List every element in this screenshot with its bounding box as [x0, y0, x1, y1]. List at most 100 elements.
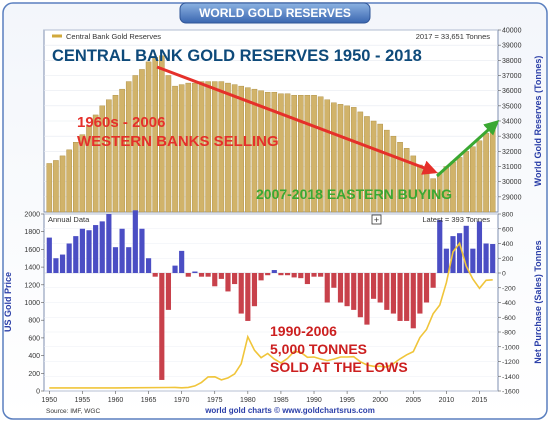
bottom-annotation-lows: SOLD AT THE LOWS: [270, 359, 408, 375]
net-sale-bar: [258, 273, 264, 281]
price-tick-label: 1400: [24, 265, 40, 272]
reserves-bar: [205, 81, 211, 213]
reserves-bar: [218, 81, 225, 213]
reserves-bar: [403, 148, 410, 213]
reserves-bar: [324, 99, 331, 213]
net-sale-bar: [331, 273, 337, 288]
year-tick-label: 1985: [273, 397, 289, 404]
net-purchase-bar: [483, 243, 489, 273]
reserves-bar: [264, 91, 271, 213]
reserves-bar: [139, 69, 145, 213]
year-tick-label: 1960: [108, 397, 124, 404]
reserves-bar: [284, 93, 291, 213]
net-purchase-bar: [443, 248, 449, 273]
net-purchase-axis-title: Net Purchase (Sales) Tonnes: [533, 240, 543, 363]
reserves-bar: [53, 160, 59, 213]
net-sale-bar: [324, 273, 330, 303]
bottom-annotation-tonnes: 5,000 TONNES: [270, 341, 367, 357]
net-sale-bar: [430, 273, 436, 288]
net-tick-label: -1000: [502, 344, 520, 351]
reserves-tick-label: 35000: [502, 103, 522, 110]
net-purchase-bar: [46, 237, 52, 273]
reserves-axis-title: World Gold Reserves (Tonnes): [533, 56, 543, 187]
reserves-bar: [258, 90, 264, 213]
reserves-tick-label: 30000: [502, 179, 522, 186]
reserves-tick-label: 32000: [502, 149, 522, 156]
year-tick-label: 1995: [339, 397, 355, 404]
net-sale-bar: [344, 273, 350, 307]
net-tick-label: 600: [502, 226, 514, 233]
reserves-bar: [145, 61, 152, 213]
reserves-bar: [311, 95, 317, 213]
year-tick-label: 2015: [472, 397, 488, 404]
reserves-bar: [238, 85, 245, 213]
reserves-bar: [99, 105, 106, 213]
net-tick-label: -1600: [502, 389, 520, 396]
year-tick-label: 1955: [75, 397, 91, 404]
net-sale-bar: [185, 273, 191, 277]
net-purchase-bar: [457, 233, 463, 273]
reserves-bar: [178, 84, 185, 213]
reserves-bar: [370, 120, 377, 213]
expand-toggle[interactable]: [371, 214, 382, 225]
net-purchase-bar: [470, 248, 476, 273]
reserves-bar: [152, 57, 158, 213]
price-tick-label: 400: [28, 353, 40, 360]
net-purchase-bar: [112, 247, 119, 273]
price-tick-label: 1600: [24, 247, 40, 254]
reserves-bar: [198, 81, 205, 213]
price-tick-label: 0: [36, 389, 40, 396]
reserves-bar: [390, 135, 397, 213]
year-tick-label: 2000: [372, 397, 388, 404]
net-purchase-bar: [106, 214, 112, 273]
net-sale-bar: [318, 273, 324, 277]
net-sale-bar: [351, 273, 357, 310]
reserves-bar: [456, 157, 463, 213]
reserves-bar: [317, 96, 324, 213]
reserves-bar: [225, 82, 231, 213]
net-sale-bar: [152, 273, 158, 277]
net-sale-bar: [159, 273, 165, 380]
reserves-bar: [72, 142, 79, 213]
headline: CENTRAL BANK GOLD RESERVES 1950 - 2018: [52, 47, 422, 65]
net-sale-bar: [417, 273, 423, 314]
price-tick-label: 800: [28, 318, 40, 325]
net-purchase-panel: 8006004002000-200-400-600-800-1000-1200-…: [3, 210, 543, 404]
expand-icon: +: [374, 215, 379, 225]
bottom-latest-label: Latest = 393 Tonnes: [422, 215, 490, 224]
net-tick-label: -1200: [502, 359, 520, 366]
net-sale-bar: [284, 273, 291, 276]
net-purchase-bar: [179, 250, 185, 273]
reserves-bar: [331, 102, 337, 213]
price-tick-label: 200: [28, 371, 40, 378]
net-sale-bar: [390, 273, 397, 314]
reserves-bar: [337, 104, 344, 213]
reserves-bar: [59, 155, 66, 213]
net-purchase-bar: [119, 228, 125, 273]
net-purchase-bar: [145, 258, 152, 273]
reserves-bar: [211, 81, 218, 213]
year-tick-label: 2010: [439, 397, 455, 404]
net-sale-bar: [377, 273, 383, 303]
net-sale-bar: [423, 273, 430, 303]
price-tick-label: 1000: [24, 300, 40, 307]
net-purchase-bar: [132, 210, 138, 273]
legend-label: Central Bank Gold Reserves: [66, 32, 161, 41]
reserves-bar: [245, 87, 251, 213]
reserves-bar: [172, 85, 178, 213]
net-purchase-bar: [463, 225, 469, 273]
reserves-tick-label: 40000: [502, 28, 522, 35]
net-sale-bar: [165, 273, 172, 310]
net-sale-bar: [232, 273, 238, 285]
reserves-bar: [86, 125, 92, 213]
west-annotation-label: WESTERN BANKS SELLING: [77, 133, 279, 150]
reserves-bar: [271, 91, 278, 213]
reserves-tick-label: 36000: [502, 88, 522, 95]
net-purchase-bar: [192, 271, 198, 273]
net-sale-bar: [251, 273, 258, 307]
reserves-bar: [92, 114, 99, 213]
reserves-tick-label: 31000: [502, 164, 522, 171]
net-tick-label: 400: [502, 241, 514, 248]
reserves-bar: [470, 146, 476, 213]
